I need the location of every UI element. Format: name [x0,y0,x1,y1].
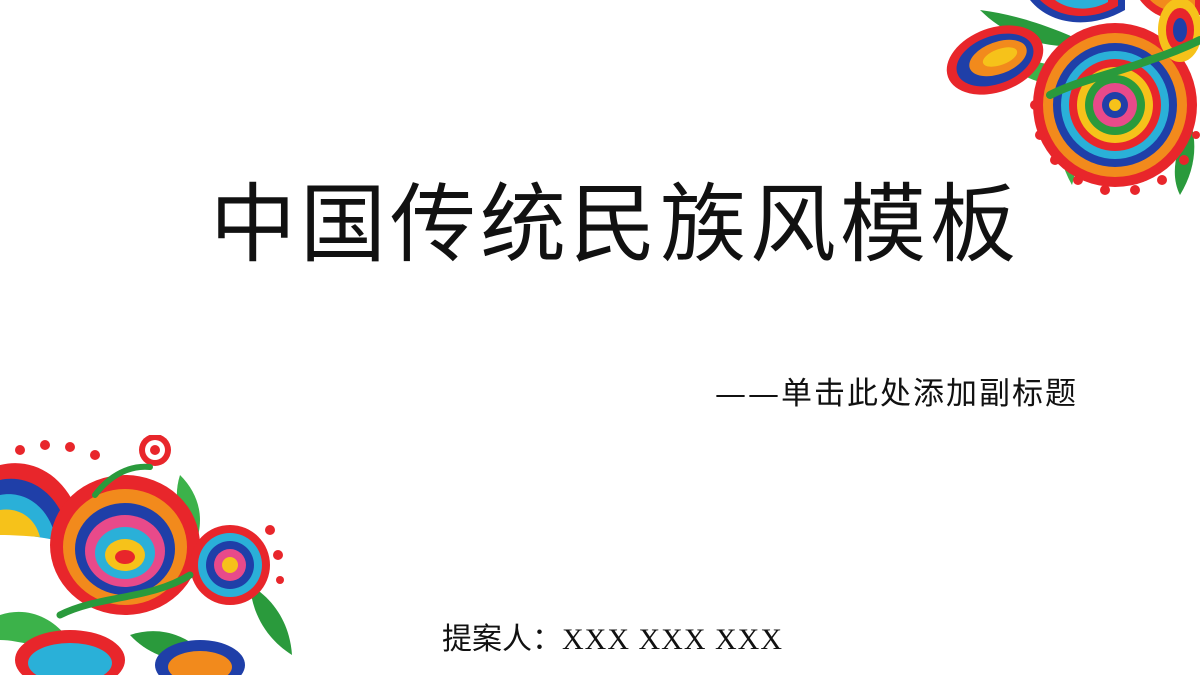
bottom-left-floral-ornament [0,435,292,675]
proposer-label: 提案人： [442,622,562,657]
red-ring-ornament [139,435,171,466]
bottom-petals [15,630,245,675]
central-flower [50,475,200,615]
dot-border [1030,100,1200,195]
slide-subtitle[interactable]: ——单击此处添加副标题 [715,376,1078,412]
small-round-flower [190,525,270,605]
slide-title[interactable]: 中国传统民族风模板 [210,175,1020,275]
proposer-names: XXX XXX XXX [562,623,783,656]
top-right-floral-ornament [946,0,1200,195]
red-petal-flower [946,25,1044,95]
fan-flower [0,463,85,545]
dot-border [15,440,284,584]
proposer-line[interactable]: 提案人：XXX XXX XXX [442,620,783,660]
